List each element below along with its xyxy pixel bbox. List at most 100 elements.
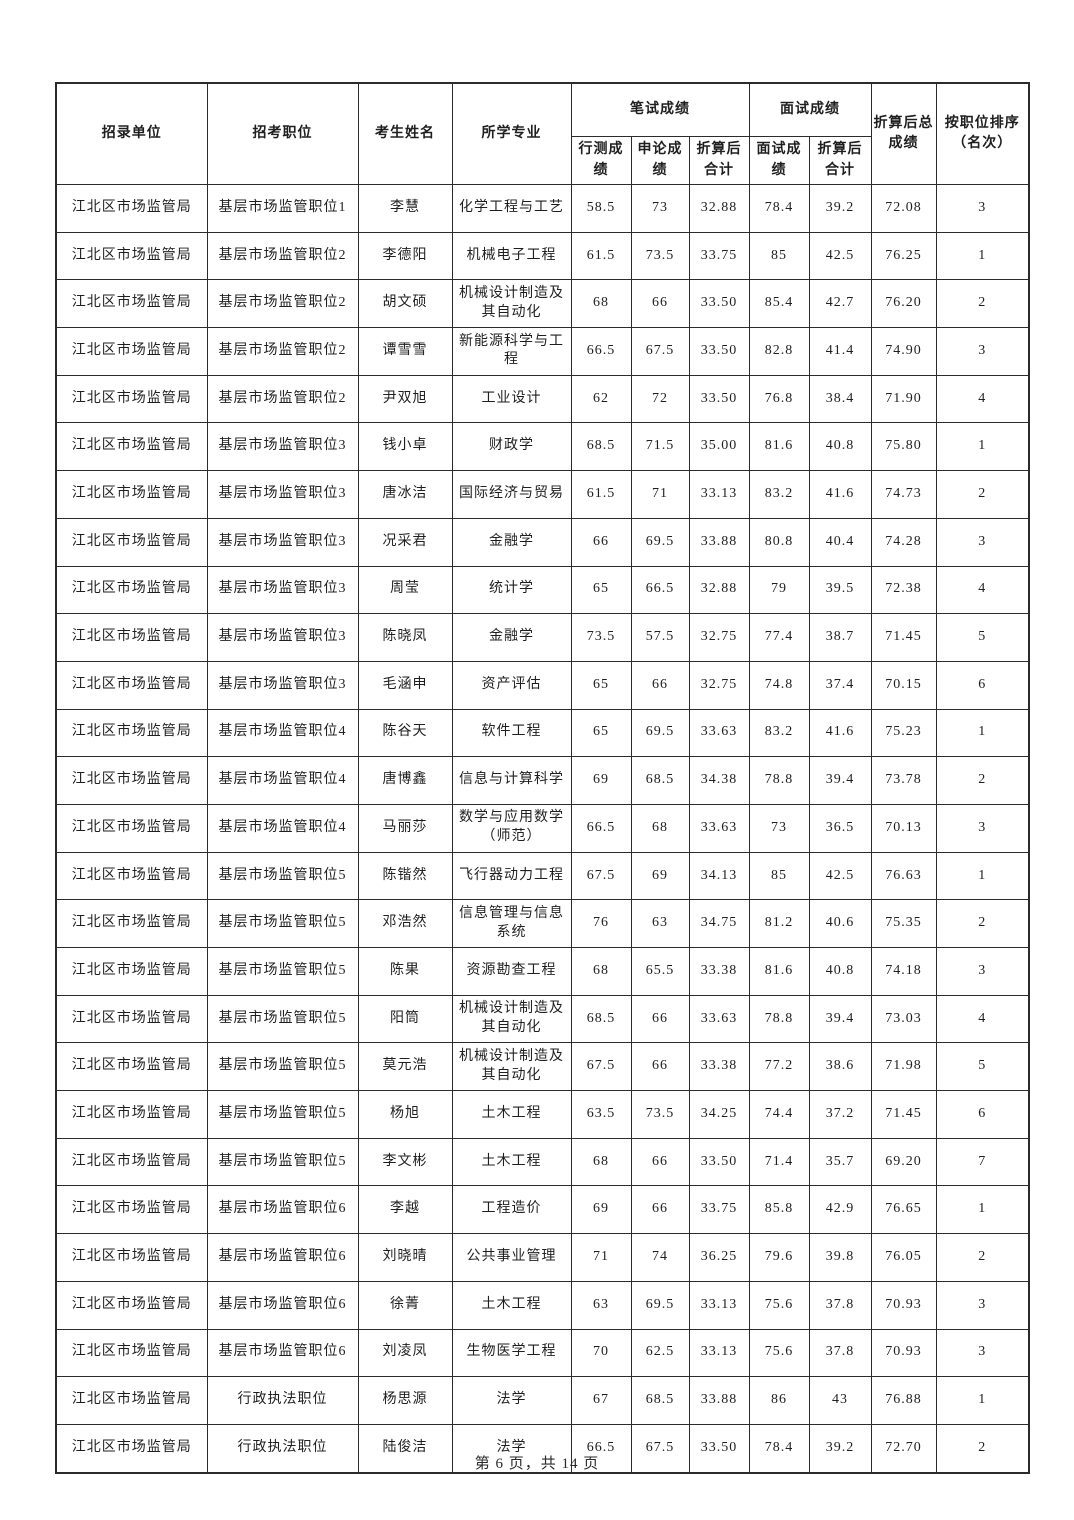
cell-interview-converted-total: 43 xyxy=(808,1376,872,1425)
cell-converted-overall-total: 72.70 xyxy=(870,1423,937,1474)
cell-candidate-name: 陈晓凤 xyxy=(357,613,453,662)
table-row: 江北区市场监管局 基层市场监管职位3 周莹 统计学 65 66.5 32.88 … xyxy=(55,565,1030,615)
cell-shenlun-score: 71.5 xyxy=(630,422,690,472)
cell-converted-overall-total: 74.73 xyxy=(870,470,937,519)
cell-candidate-name: 唐博鑫 xyxy=(357,756,453,805)
cell-shenlun-score: 66 xyxy=(630,660,690,710)
cell-candidate-name: 陆俊洁 xyxy=(357,1423,453,1474)
cell-recruit-position: 基层市场监管职位5 xyxy=(206,1042,359,1092)
cell-rank: 6 xyxy=(935,1090,1030,1139)
cell-major: 机械设计制造及其自动化 xyxy=(451,994,572,1044)
cell-recruit-position: 基层市场监管职位5 xyxy=(206,1137,359,1187)
cell-recruit-unit: 江北区市场监管局 xyxy=(55,613,208,662)
cell-candidate-name: 陈锴然 xyxy=(357,851,453,901)
cell-shenlun-score: 73.5 xyxy=(630,1090,690,1139)
cell-interview-score: 71.4 xyxy=(748,1137,810,1187)
table-row: 江北区市场监管局 基层市场监管职位6 刘晓晴 公共事业管理 71 74 36.2… xyxy=(55,1233,1030,1282)
cell-major: 工程造价 xyxy=(451,1185,572,1235)
cell-candidate-name: 杨旭 xyxy=(357,1090,453,1139)
cell-converted-overall-total: 70.15 xyxy=(870,660,937,710)
cell-candidate-name: 李德阳 xyxy=(357,231,453,281)
cell-xingce-score: 65 xyxy=(570,708,632,758)
table-row: 江北区市场监管局 基层市场监管职位5 李文彬 土木工程 68 66 33.50 … xyxy=(55,1137,1030,1187)
cell-interview-converted-total: 41.6 xyxy=(808,708,872,758)
cell-rank: 1 xyxy=(935,231,1030,281)
cell-converted-overall-total: 76.88 xyxy=(870,1376,937,1425)
cell-candidate-name: 周莹 xyxy=(357,565,453,615)
cell-major: 公共事业管理 xyxy=(451,1233,572,1282)
cell-converted-overall-total: 76.05 xyxy=(870,1233,937,1282)
cell-rank: 2 xyxy=(935,1233,1030,1282)
cell-recruit-position: 行政执法职位 xyxy=(206,1376,359,1425)
cell-recruit-position: 基层市场监管职位3 xyxy=(206,613,359,662)
cell-interview-score: 78.4 xyxy=(748,1423,810,1474)
cell-interview-converted-total: 39.2 xyxy=(808,184,872,233)
table-row: 江北区市场监管局 基层市场监管职位5 杨旭 土木工程 63.5 73.5 34.… xyxy=(55,1090,1030,1139)
cell-rank: 7 xyxy=(935,1137,1030,1187)
cell-written-converted-total: 33.63 xyxy=(688,708,750,758)
cell-major: 法学 xyxy=(451,1423,572,1474)
cell-xingce-score: 58.5 xyxy=(570,184,632,233)
cell-converted-overall-total: 71.98 xyxy=(870,1042,937,1092)
cell-interview-converted-total: 39.2 xyxy=(808,1423,872,1474)
cell-rank: 1 xyxy=(935,851,1030,901)
cell-shenlun-score: 66 xyxy=(630,1137,690,1187)
cell-shenlun-score: 66 xyxy=(630,1042,690,1092)
table-row: 江北区市场监管局 行政执法职位 杨思源 法学 67 68.5 33.88 86 … xyxy=(55,1376,1030,1425)
cell-rank: 1 xyxy=(935,1185,1030,1235)
table-row: 江北区市场监管局 基层市场监管职位2 尹双旭 工业设计 62 72 33.50 … xyxy=(55,374,1030,424)
cell-recruit-position: 基层市场监管职位6 xyxy=(206,1185,359,1235)
cell-written-converted-total: 33.50 xyxy=(688,327,750,376)
cell-rank: 4 xyxy=(935,994,1030,1044)
cell-recruit-position: 基层市场监管职位5 xyxy=(206,994,359,1044)
cell-converted-overall-total: 76.20 xyxy=(870,279,937,329)
cell-recruit-unit: 江北区市场监管局 xyxy=(55,1280,208,1330)
cell-recruit-unit: 江北区市场监管局 xyxy=(55,1185,208,1235)
cell-converted-overall-total: 72.08 xyxy=(870,184,937,233)
cell-recruit-position: 基层市场监管职位2 xyxy=(206,279,359,329)
cell-written-converted-total: 33.63 xyxy=(688,803,750,853)
cell-written-converted-total: 34.75 xyxy=(688,899,750,948)
cell-shenlun-score: 74 xyxy=(630,1233,690,1282)
cell-recruit-position: 基层市场监管职位3 xyxy=(206,422,359,472)
cell-candidate-name: 陈果 xyxy=(357,947,453,996)
cell-recruit-unit: 江北区市场监管局 xyxy=(55,231,208,281)
cell-interview-score: 85.4 xyxy=(748,279,810,329)
cell-converted-overall-total: 76.63 xyxy=(870,851,937,901)
cell-converted-overall-total: 70.93 xyxy=(870,1328,937,1378)
cell-xingce-score: 69 xyxy=(570,1185,632,1235)
cell-shenlun-score: 65.5 xyxy=(630,947,690,996)
cell-recruit-unit: 江北区市场监管局 xyxy=(55,851,208,901)
cell-candidate-name: 毛涵申 xyxy=(357,660,453,710)
cell-rank: 1 xyxy=(935,708,1030,758)
cell-interview-converted-total: 37.4 xyxy=(808,660,872,710)
cell-rank: 3 xyxy=(935,327,1030,376)
cell-rank: 4 xyxy=(935,565,1030,615)
cell-major: 财政学 xyxy=(451,422,572,472)
cell-xingce-score: 62 xyxy=(570,374,632,424)
cell-interview-score: 85.8 xyxy=(748,1185,810,1235)
cell-written-converted-total: 33.88 xyxy=(688,1376,750,1425)
cell-interview-score: 81.6 xyxy=(748,422,810,472)
table-row: 江北区市场监管局 基层市场监管职位4 马丽莎 数学与应用数学（师范） 66.5 … xyxy=(55,803,1030,853)
cell-interview-score: 85 xyxy=(748,231,810,281)
cell-shenlun-score: 69.5 xyxy=(630,708,690,758)
cell-rank: 5 xyxy=(935,613,1030,662)
cell-recruit-unit: 江北区市场监管局 xyxy=(55,279,208,329)
cell-candidate-name: 唐冰洁 xyxy=(357,470,453,519)
cell-written-converted-total: 33.50 xyxy=(688,279,750,329)
cell-xingce-score: 66.5 xyxy=(570,803,632,853)
cell-written-converted-total: 34.38 xyxy=(688,756,750,805)
cell-shenlun-score: 57.5 xyxy=(630,613,690,662)
cell-recruit-position: 基层市场监管职位5 xyxy=(206,851,359,901)
cell-converted-overall-total: 74.90 xyxy=(870,327,937,376)
cell-interview-converted-total: 42.7 xyxy=(808,279,872,329)
cell-interview-converted-total: 39.4 xyxy=(808,756,872,805)
cell-interview-score: 79.6 xyxy=(748,1233,810,1282)
cell-interview-score: 76.8 xyxy=(748,374,810,424)
header-sub-row: 行测成绩 申论成绩 折算后合计 面试成绩 折算后合计 xyxy=(56,136,1029,185)
cell-major: 金融学 xyxy=(451,613,572,662)
cell-recruit-unit: 江北区市场监管局 xyxy=(55,708,208,758)
cell-written-converted-total: 34.25 xyxy=(688,1090,750,1139)
